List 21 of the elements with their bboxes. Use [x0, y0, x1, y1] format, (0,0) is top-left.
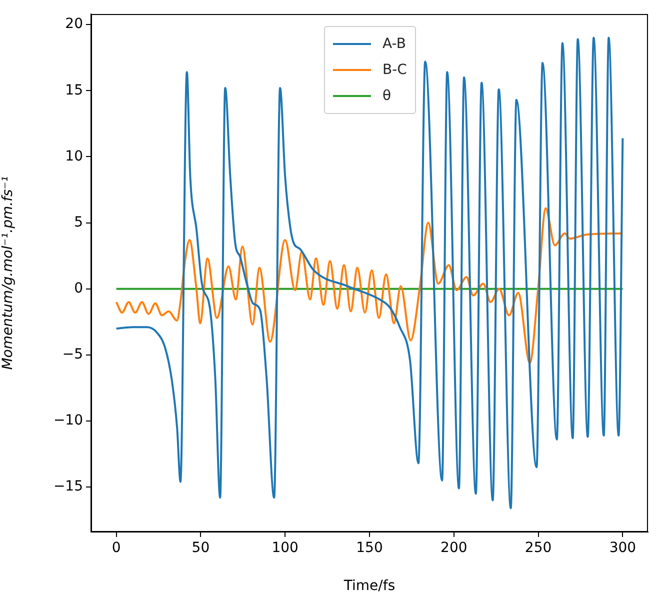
x-tick-label: 250: [524, 540, 552, 556]
legend-label: θ: [382, 88, 392, 104]
x-tick-label: 100: [272, 540, 298, 556]
x-tick-label: 0: [112, 540, 121, 556]
y-tick-label: 15: [65, 82, 83, 98]
y-axis-title: Momentum/g.mol⁻¹.pm.fs⁻¹: [0, 176, 16, 370]
x-axis-title: Time/fs: [342, 578, 396, 594]
legend-label: A-B: [382, 36, 406, 52]
legend-label: B-C: [382, 62, 407, 78]
y-tick-label: 5: [74, 214, 83, 230]
y-tick-label: 10: [65, 148, 83, 164]
x-tick-label: 150: [356, 540, 383, 556]
line-series: [115, 36, 624, 510]
y-tick-label: −10: [53, 412, 83, 429]
x-tick-label: 200: [440, 540, 468, 556]
x-tick-label: 300: [609, 540, 636, 556]
y-tick-label: 20: [65, 16, 83, 32]
x-tick-label: 50: [192, 540, 210, 556]
y-tick-label: −15: [53, 478, 83, 495]
y-tick-label: 0: [74, 280, 83, 296]
y-tick-label: −5: [62, 346, 83, 363]
